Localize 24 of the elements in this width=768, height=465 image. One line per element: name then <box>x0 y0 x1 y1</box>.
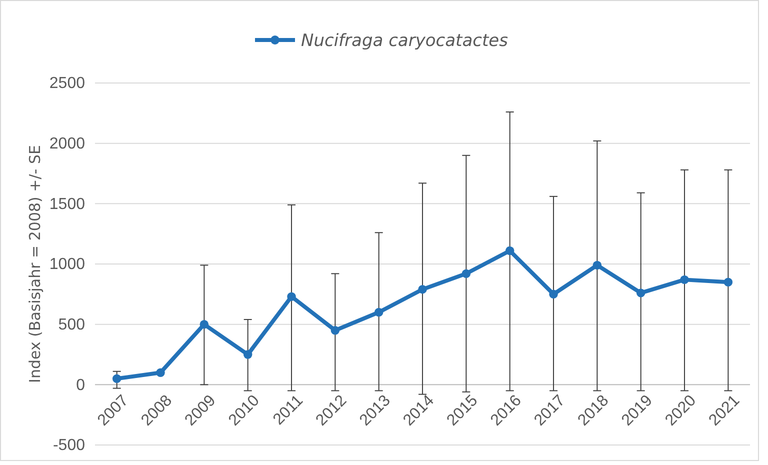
y-tick-label: -500 <box>52 437 86 454</box>
y-tick-label: 2000 <box>49 135 86 152</box>
point <box>592 260 602 270</box>
y-axis-title: Index (Basisjahr = 2008) +/- SE <box>26 145 44 383</box>
point <box>505 246 514 256</box>
point <box>200 320 209 329</box>
point <box>724 278 733 286</box>
y-tick-label: 1500 <box>49 196 86 213</box>
y-tick-label: 2500 <box>49 75 86 92</box>
y-tick-label: 500 <box>58 316 86 334</box>
y-tick-label: 0 <box>76 376 86 394</box>
legend-label: Nucifraga caryocatactes <box>301 31 508 51</box>
point <box>374 308 384 317</box>
point <box>636 288 646 298</box>
point <box>287 292 296 301</box>
point <box>418 284 427 294</box>
point <box>156 368 165 377</box>
point <box>549 290 558 299</box>
point <box>330 326 340 335</box>
point <box>680 275 689 284</box>
point <box>112 374 122 383</box>
y-tick-label: 1000 <box>49 256 86 274</box>
point <box>462 269 471 278</box>
point <box>243 350 252 359</box>
